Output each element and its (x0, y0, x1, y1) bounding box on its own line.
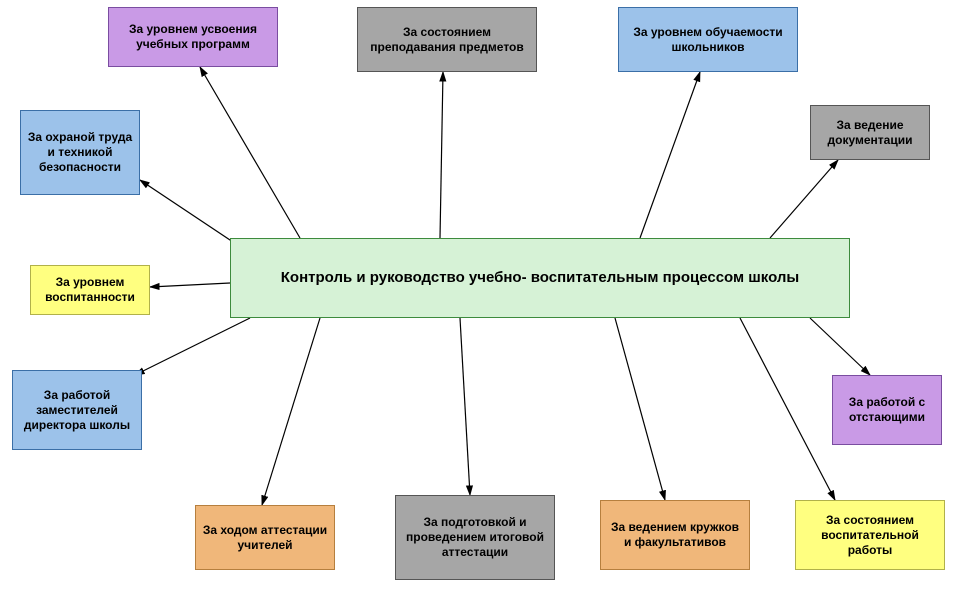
center-node: Контроль и руководство учебно- воспитате… (230, 238, 850, 318)
leaf-node-label: За уровнем усвоения учебных программ (115, 22, 271, 52)
leaf-node-n3: За уровнем обучаемости школьников (618, 7, 798, 72)
edge-n12 (810, 318, 870, 375)
leaf-node-n7: За работой заместителей директора школы (12, 370, 142, 450)
leaf-node-label: За ходом аттестации учителей (202, 523, 328, 553)
edge-n9 (460, 318, 470, 495)
leaf-node-label: За состоянием воспитательной работы (802, 513, 938, 558)
leaf-node-label: За уровнем воспитанности (37, 275, 143, 305)
leaf-node-n4: За ведение документации (810, 105, 930, 160)
leaf-node-n5: За охраной труда и техникой безопасности (20, 110, 140, 195)
leaf-node-label: За работой заместителей директора школы (19, 388, 135, 433)
center-node-label: Контроль и руководство учебно- воспитате… (281, 269, 799, 288)
edge-n1 (200, 67, 300, 238)
leaf-node-n6: За уровнем воспитанности (30, 265, 150, 315)
edge-n4 (770, 160, 838, 238)
edge-n8 (262, 318, 320, 505)
leaf-node-n11: За состоянием воспитательной работы (795, 500, 945, 570)
leaf-node-n9: За подготовкой и проведением итоговой ат… (395, 495, 555, 580)
leaf-node-n1: За уровнем усвоения учебных программ (108, 7, 278, 67)
leaf-node-label: За ведение документации (817, 118, 923, 148)
edge-n7 (135, 318, 250, 375)
diagram-stage: Контроль и руководство учебно- воспитате… (0, 0, 960, 605)
leaf-node-label: За уровнем обучаемости школьников (625, 25, 791, 55)
leaf-node-label: За ведением кружков и факультативов (607, 520, 743, 550)
leaf-node-label: За состоянием преподавания предметов (364, 25, 530, 55)
leaf-node-n10: За ведением кружков и факультативов (600, 500, 750, 570)
leaf-node-n8: За ходом аттестации учителей (195, 505, 335, 570)
leaf-node-n12: За работой с отстающими (832, 375, 942, 445)
leaf-node-n2: За состоянием преподавания предметов (357, 7, 537, 72)
edge-n3 (640, 72, 700, 238)
edge-n10 (615, 318, 665, 500)
edge-n6 (150, 283, 230, 287)
edge-n11 (740, 318, 835, 500)
leaf-node-label: За работой с отстающими (839, 395, 935, 425)
edge-n2 (440, 72, 443, 238)
leaf-node-label: За охраной труда и техникой безопасности (27, 130, 133, 175)
leaf-node-label: За подготовкой и проведением итоговой ат… (402, 515, 548, 560)
